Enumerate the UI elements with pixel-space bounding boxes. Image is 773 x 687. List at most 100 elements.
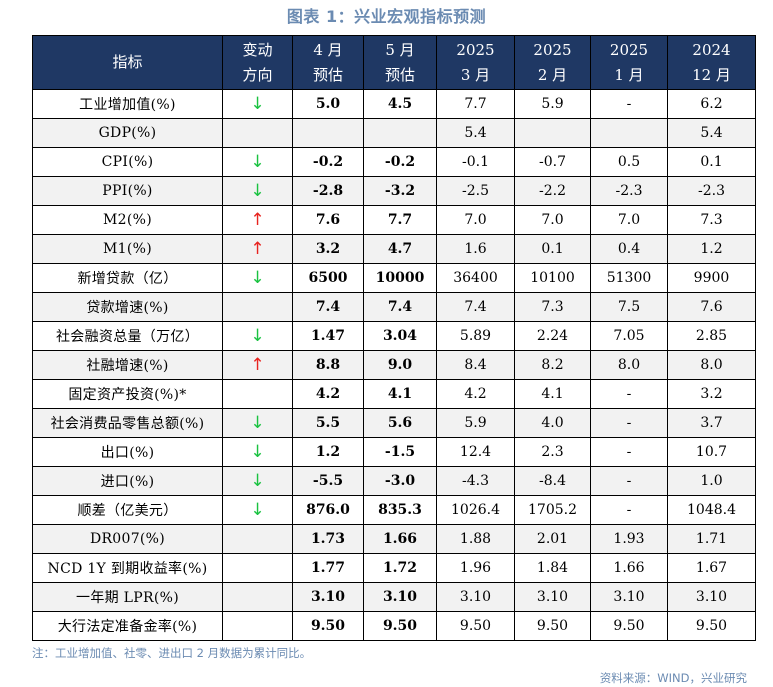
dec-2024-cell: 7.3: [667, 205, 756, 235]
may-forecast-cell: 1.72: [363, 553, 437, 583]
direction-arrow: ↓: [222, 89, 293, 119]
jan-2025-cell: 7.5: [590, 292, 668, 322]
feb-2025-cell: 1.84: [514, 553, 591, 583]
apr-forecast-cell: 4.2: [292, 379, 364, 409]
macro-forecast-table: 指标 变动 方向 4 月预估 5 月预估 2025 3 月 2025 2 月 2025…: [32, 35, 756, 641]
mar-2025-cell: 7.7: [436, 89, 515, 119]
table-row: 新增贷款（亿） ↓ 6500 10000 36400 10100 51300 9900: [32, 263, 756, 293]
feb-2025-cell: 9.50: [514, 611, 591, 641]
direction-arrow: ↑: [222, 350, 293, 380]
feb-2025-cell: [514, 118, 591, 148]
header-2025-jan: 2025 1 月: [590, 35, 668, 90]
feb-2025-cell: 4.1: [514, 379, 591, 409]
feb-2025-cell: 2.3: [514, 437, 591, 467]
dec-2024-cell: 1048.4: [667, 495, 756, 525]
indicator-name: 出口(%): [32, 437, 223, 467]
indicator-name: 固定资产投资(%)*: [32, 379, 223, 409]
table-header-row: 指标 变动 方向 4 月预估 5 月预估 2025 3 月 2025 2 月 2025…: [32, 35, 756, 90]
jan-2025-cell: -: [590, 379, 668, 409]
direction-arrow: ↓: [222, 495, 293, 525]
mar-2025-cell: -2.5: [436, 176, 515, 206]
indicator-name: M2(%): [32, 205, 223, 235]
feb-2025-cell: 8.2: [514, 350, 591, 380]
direction-arrow: ↓: [222, 176, 293, 206]
jan-2025-cell: 3.10: [590, 582, 668, 612]
direction-arrow: [222, 292, 293, 322]
dec-2024-cell: 6.2: [667, 89, 756, 119]
jan-2025-cell: 1.93: [590, 524, 668, 554]
may-forecast-cell: 4.1: [363, 379, 437, 409]
table-row: M1(%) ↑ 3.2 4.7 1.6 0.1 0.4 1.2: [32, 234, 756, 264]
indicator-name: 社会消费品零售总额(%): [32, 408, 223, 438]
table-row: GDP(%) 5.4 5.4: [32, 118, 756, 148]
apr-forecast-cell: 1.73: [292, 524, 364, 554]
dec-2024-cell: 1.2: [667, 234, 756, 264]
feb-2025-cell: -2.2: [514, 176, 591, 206]
indicator-name: 一年期 LPR(%): [32, 582, 223, 612]
header-may-forecast: 5 月预估: [363, 35, 437, 90]
may-forecast-cell: 3.10: [363, 582, 437, 612]
mar-2025-cell: 9.50: [436, 611, 515, 641]
jan-2025-cell: 7.0: [590, 205, 668, 235]
indicator-name: 顺差（亿美元）: [32, 495, 223, 525]
jan-2025-cell: -2.3: [590, 176, 668, 206]
dec-2024-cell: 3.2: [667, 379, 756, 409]
table-row: 社会消费品零售总额(%) ↓ 5.5 5.6 5.9 4.0-3.7: [32, 408, 756, 438]
header-direction: 变动 方向: [222, 35, 293, 90]
table-row: NCD 1Y 到期收益率(%) 1.77 1.72 1.96 1.84 1.66 1.67: [32, 553, 756, 583]
jan-2025-cell: -: [590, 495, 668, 525]
dec-2024-cell: 9900: [667, 263, 756, 293]
may-forecast-cell: -3.2: [363, 176, 437, 206]
mar-2025-cell: 5.89: [436, 321, 515, 351]
dec-2024-cell: 8.0: [667, 350, 756, 380]
table-row: 顺差（亿美元） ↓ 876.0 835.3 1026.4 1705.2-1048.4: [32, 495, 756, 525]
direction-arrow: ↓: [222, 466, 293, 496]
apr-forecast-cell: -0.2: [292, 147, 364, 177]
direction-arrow: [222, 611, 293, 641]
feb-2025-cell: 1705.2: [514, 495, 591, 525]
apr-forecast-cell: 8.8: [292, 350, 364, 380]
table-row: CPI(%) ↓ -0.2 -0.2 -0.1 -0.7 0.5 0.1: [32, 147, 756, 177]
feb-2025-cell: 7.3: [514, 292, 591, 322]
data-source: 资料来源：WIND，兴业研究: [599, 671, 747, 685]
may-forecast-cell: 10000: [363, 263, 437, 293]
may-forecast-cell: 835.3: [363, 495, 437, 525]
feb-2025-cell: 3.10: [514, 582, 591, 612]
feb-2025-cell: 7.0: [514, 205, 591, 235]
indicator-name: NCD 1Y 到期收益率(%): [32, 553, 223, 583]
may-forecast-cell: -3.0: [363, 466, 437, 496]
direction-arrow: ↓: [222, 437, 293, 467]
indicator-name: 大行法定准备金率(%): [32, 611, 223, 641]
apr-forecast-cell: -5.5: [292, 466, 364, 496]
may-forecast-cell: -1.5: [363, 437, 437, 467]
feb-2025-cell: 10100: [514, 263, 591, 293]
direction-arrow: [222, 524, 293, 554]
feb-2025-cell: 2.24: [514, 321, 591, 351]
header-indicator: 指标: [32, 35, 223, 90]
apr-forecast-cell: 1.47: [292, 321, 364, 351]
header-2025-mar: 2025 3 月: [436, 35, 515, 90]
may-forecast-cell: 3.04: [363, 321, 437, 351]
jan-2025-cell: [590, 118, 668, 148]
dec-2024-cell: 7.6: [667, 292, 756, 322]
jan-2025-cell: -: [590, 89, 668, 119]
header-apr-forecast: 4 月预估: [292, 35, 364, 90]
jan-2025-cell: -: [590, 408, 668, 438]
dec-2024-cell: 1.71: [667, 524, 756, 554]
direction-arrow: [222, 582, 293, 612]
dec-2024-cell: 1.0: [667, 466, 756, 496]
direction-arrow: ↓: [222, 147, 293, 177]
indicator-name: GDP(%): [32, 118, 223, 148]
may-forecast-cell: 4.5: [363, 89, 437, 119]
jan-2025-cell: 0.4: [590, 234, 668, 264]
apr-forecast-cell: 6500: [292, 263, 364, 293]
apr-forecast-cell: 7.6: [292, 205, 364, 235]
indicator-name: M1(%): [32, 234, 223, 264]
jan-2025-cell: -: [590, 437, 668, 467]
dec-2024-cell: 9.50: [667, 611, 756, 641]
dec-2024-cell: 5.4: [667, 118, 756, 148]
direction-arrow: ↑: [222, 234, 293, 264]
apr-forecast-cell: 1.2: [292, 437, 364, 467]
header-2025-feb: 2025 2 月: [514, 35, 591, 90]
feb-2025-cell: 4.0: [514, 408, 591, 438]
